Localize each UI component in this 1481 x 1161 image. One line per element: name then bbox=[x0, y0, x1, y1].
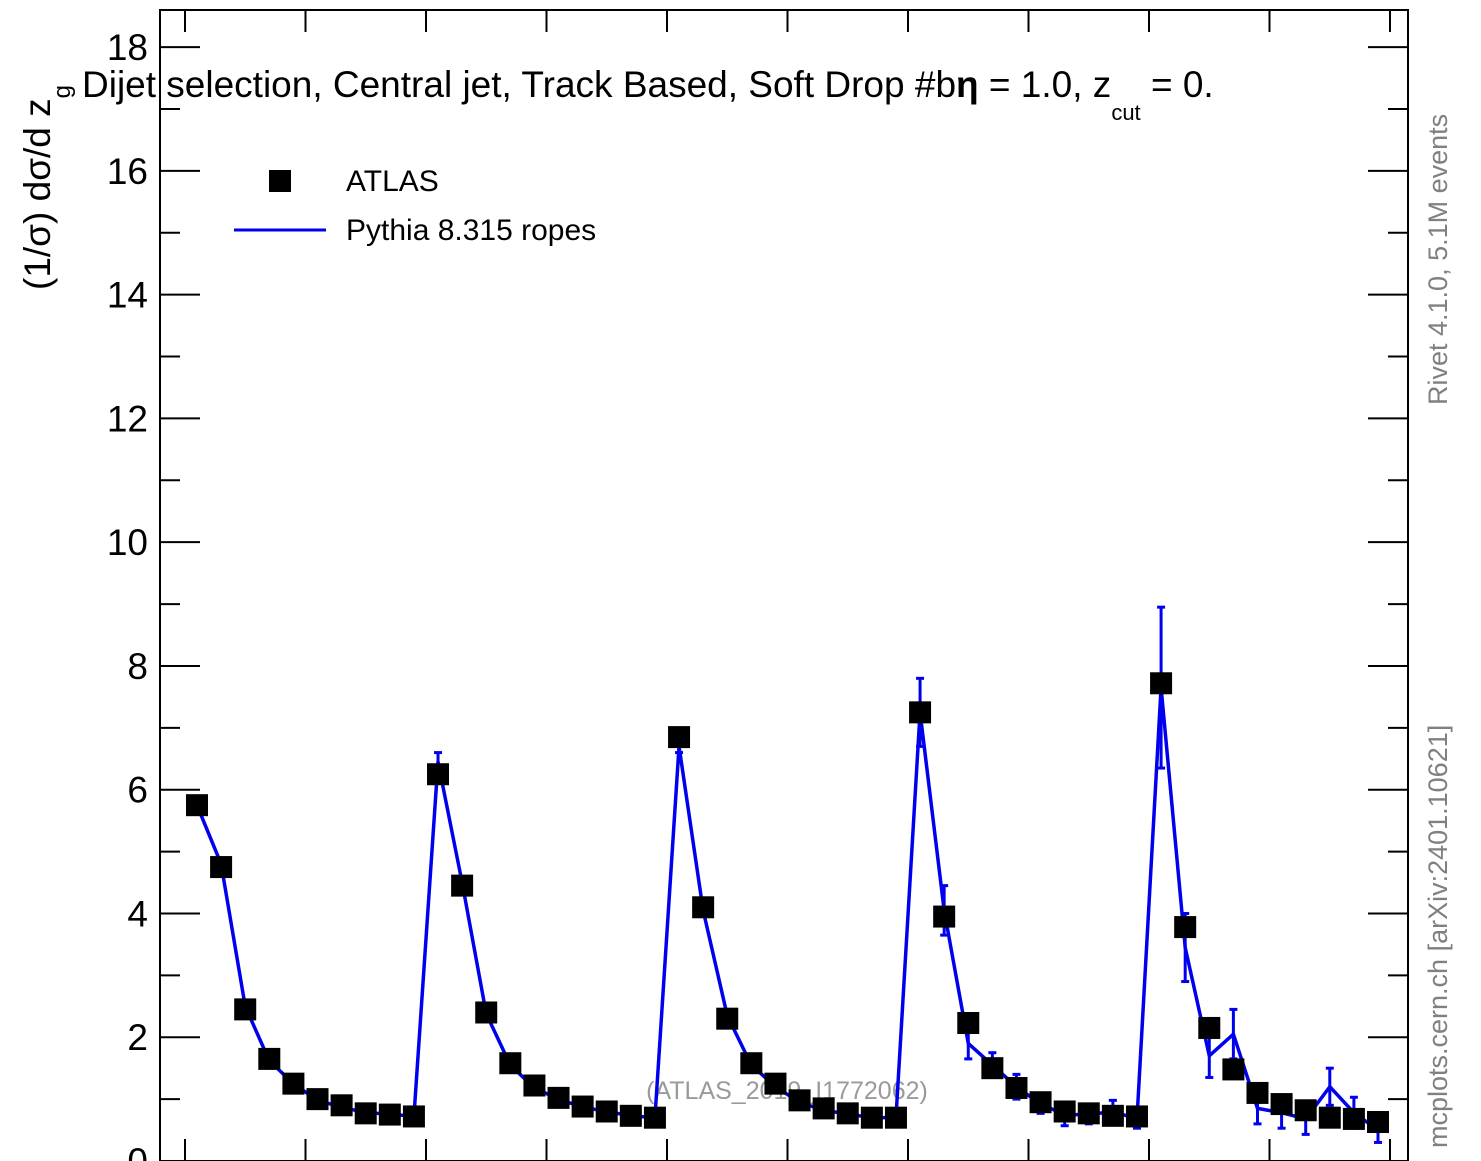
data-point bbox=[451, 874, 474, 897]
data-point bbox=[1318, 1106, 1341, 1129]
mc-series bbox=[195, 605, 1382, 1144]
data-point bbox=[547, 1086, 570, 1109]
data-series bbox=[186, 672, 1389, 1134]
data-point bbox=[475, 1001, 498, 1024]
side-text-top: Rivet 4.1.0, 5.1M events bbox=[1423, 114, 1453, 405]
y-tick-label: 16 bbox=[107, 151, 148, 192]
data-point bbox=[571, 1095, 594, 1118]
plot-frame bbox=[159, 9, 1409, 1161]
data-point bbox=[1342, 1107, 1365, 1130]
data-point bbox=[306, 1088, 329, 1111]
data-point bbox=[1174, 916, 1197, 939]
y-tick-label: 6 bbox=[127, 770, 148, 811]
data-point bbox=[1150, 672, 1173, 695]
axis-ticks bbox=[160, 10, 1408, 1161]
data-point bbox=[186, 794, 208, 817]
rivet-version-text: Rivet 4.1.0, 5.1M events bbox=[1423, 114, 1453, 405]
data-point bbox=[499, 1052, 522, 1075]
data-point bbox=[1053, 1100, 1076, 1123]
legend-data-label: ATLAS bbox=[346, 165, 439, 198]
y-tick-label: 2 bbox=[127, 1017, 148, 1058]
data-point bbox=[1125, 1105, 1148, 1128]
data-point bbox=[258, 1047, 281, 1070]
chart-title: Dijet selection, Central jet, Track Base… bbox=[82, 64, 1214, 125]
y-axis-label-sub: g bbox=[49, 85, 76, 98]
side-text-bottom: mcplots.cern.ch [arXiv:2401.10621] bbox=[1423, 725, 1453, 1148]
data-point bbox=[1029, 1091, 1052, 1114]
data-point bbox=[909, 701, 932, 724]
title-mid: = 1.0, z bbox=[979, 64, 1112, 105]
y-tick-label: 10 bbox=[107, 522, 148, 563]
data-point bbox=[619, 1104, 642, 1127]
legend: ATLAS Pythia 8.315 ropes bbox=[234, 165, 596, 247]
data-point bbox=[1198, 1016, 1221, 1039]
data-point bbox=[523, 1074, 546, 1097]
title-suffix: = 0. bbox=[1141, 64, 1214, 105]
data-point bbox=[884, 1106, 907, 1129]
data-point bbox=[957, 1012, 980, 1035]
data-point bbox=[595, 1100, 618, 1123]
svg-text:(1/σ) dσ/d zg: (1/σ) dσ/d zg bbox=[17, 85, 76, 290]
data-point bbox=[933, 905, 956, 928]
data-point bbox=[643, 1106, 666, 1129]
data-point bbox=[668, 726, 691, 749]
y-tick-labels: 0 2 4 6 8 10 12 14 16 18 bbox=[107, 27, 148, 1161]
data-point bbox=[234, 998, 257, 1021]
data-point bbox=[764, 1072, 787, 1095]
title-sub: cut bbox=[1111, 100, 1140, 125]
y-tick-label: 0 bbox=[127, 1141, 148, 1161]
y-tick-label: 18 bbox=[107, 27, 148, 68]
data-point bbox=[1077, 1102, 1100, 1125]
data-point bbox=[1270, 1093, 1293, 1116]
mcplots-credit-text: mcplots.cern.ch [arXiv:2401.10621] bbox=[1423, 725, 1453, 1148]
data-point bbox=[716, 1007, 739, 1030]
data-point bbox=[860, 1106, 883, 1129]
data-point bbox=[812, 1097, 835, 1120]
data-point bbox=[1101, 1104, 1124, 1127]
data-point bbox=[981, 1057, 1004, 1080]
data-point bbox=[1005, 1076, 1028, 1099]
y-axis-label-main: (1/σ) dσ/d z bbox=[17, 98, 58, 290]
title-beta: η bbox=[956, 64, 979, 105]
legend-mc-label: Pythia 8.315 ropes bbox=[346, 214, 596, 247]
y-tick-label: 4 bbox=[127, 893, 148, 934]
data-point bbox=[210, 856, 233, 879]
data-point bbox=[330, 1094, 353, 1117]
data-point bbox=[378, 1103, 401, 1126]
mc-line bbox=[195, 685, 1380, 1132]
title-prefix: Dijet selection, Central jet, Track Base… bbox=[82, 64, 956, 105]
data-point bbox=[788, 1089, 811, 1112]
y-tick-label: 14 bbox=[107, 275, 148, 316]
y-tick-label: 8 bbox=[127, 646, 148, 687]
data-point bbox=[1294, 1099, 1317, 1122]
data-point bbox=[740, 1052, 763, 1075]
data-point bbox=[836, 1102, 859, 1125]
y-axis-label: (1/σ) dσ/d zg bbox=[17, 85, 76, 290]
data-point bbox=[402, 1105, 425, 1128]
data-point bbox=[1367, 1111, 1389, 1134]
data-point bbox=[1222, 1058, 1245, 1081]
data-point bbox=[282, 1072, 305, 1095]
data-point bbox=[354, 1102, 377, 1125]
y-tick-label: 12 bbox=[107, 398, 148, 439]
data-point bbox=[1246, 1081, 1269, 1104]
data-point bbox=[427, 763, 450, 786]
data-point bbox=[692, 896, 715, 919]
legend-data-marker bbox=[269, 170, 291, 192]
analysis-watermark: (ATLAS_2019_I1772062) bbox=[646, 1077, 928, 1105]
